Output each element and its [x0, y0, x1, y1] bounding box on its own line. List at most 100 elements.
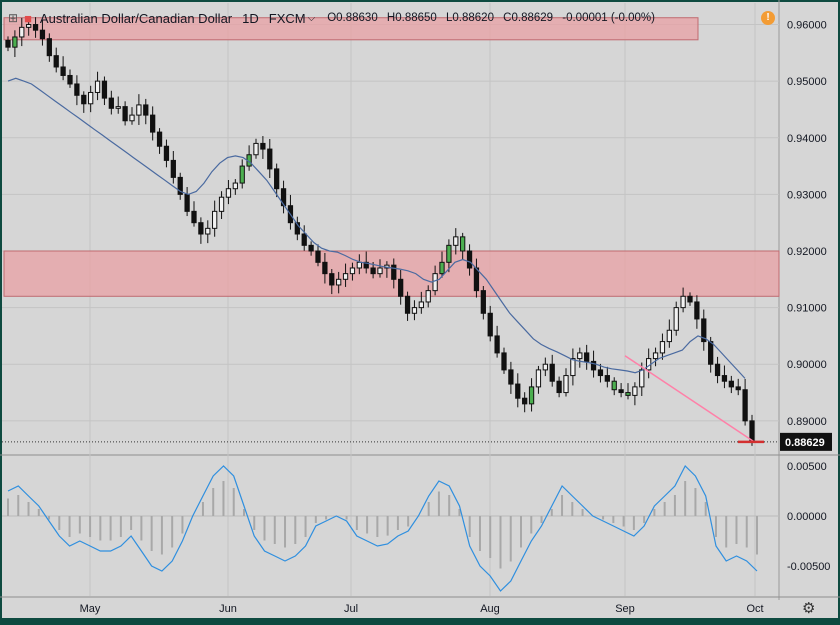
candle-body: [122, 106, 128, 122]
candle-body: [549, 363, 555, 382]
candle-body: [274, 168, 280, 190]
candle-body: [294, 222, 300, 235]
chart-header: ⊞ ■ Australian Dollar/Canadian Dollar 1D…: [0, 8, 661, 28]
price-tick-label: 0.95000: [787, 76, 827, 88]
candle-body: [604, 375, 610, 382]
timeframe-label[interactable]: 1D: [242, 10, 259, 26]
candle-body: [460, 236, 466, 252]
candle-body: [673, 307, 679, 331]
candle-body: [212, 210, 218, 229]
grid-square-icon[interactable]: ⊞: [8, 11, 19, 25]
candle-body: [225, 188, 232, 198]
candle-body: [666, 329, 672, 343]
candle-body: [742, 389, 748, 422]
candle-body: [26, 24, 32, 28]
osc-tick-label: -0.00500: [787, 561, 830, 573]
candle-body: [542, 363, 548, 371]
candle-body: [163, 145, 170, 161]
candle-body: [191, 210, 197, 224]
candle-body: [218, 196, 225, 212]
candle-body: [19, 26, 25, 38]
candle-body: [46, 38, 52, 57]
candle-body: [439, 261, 445, 275]
candle-body: [597, 369, 604, 377]
candle-body: [701, 318, 707, 343]
candle-body: [198, 222, 204, 235]
candle-body: [253, 142, 259, 156]
candle-body: [487, 312, 493, 337]
candle-body: [12, 36, 18, 48]
candle-body: [494, 335, 500, 354]
candle-body: [322, 261, 328, 275]
alert-icon[interactable]: !: [761, 11, 775, 25]
candle-body: [363, 261, 369, 269]
close-value: C0.88629: [503, 12, 554, 24]
symbol-title[interactable]: Australian Dollar/Canadian Dollar: [39, 10, 233, 26]
gear-icon[interactable]: ⚙: [802, 600, 816, 617]
time-tick-label: Aug: [480, 603, 500, 615]
resistance-zone: [3, 17, 699, 41]
change-value: -0.00001 (-0.00%): [562, 12, 655, 24]
candle-body: [356, 261, 362, 269]
high-value: H0.88650: [386, 12, 437, 24]
candle-body: [115, 106, 121, 109]
candle-body: [639, 369, 645, 388]
candle-body: [735, 386, 741, 391]
candle-body: [652, 352, 659, 360]
candle-body: [453, 236, 459, 246]
candle-body: [336, 278, 342, 286]
candle-body: [563, 375, 569, 394]
time-tick-label: Oct: [746, 603, 763, 615]
price-tick-label: 0.91000: [787, 303, 827, 315]
candle-body: [418, 301, 424, 309]
chevron-down-icon[interactable]: ⌵: [307, 12, 316, 24]
candle-body: [473, 267, 480, 292]
candle-body: [88, 91, 94, 105]
candle-body: [342, 273, 349, 280]
candle-body: [446, 244, 452, 263]
data-feed-label[interactable]: FXCM: [268, 10, 306, 26]
osc-tick-label: 0.00000: [787, 511, 827, 523]
ohlc-readout: O0.88630 H0.88650 L0.88620 C0.88629 -0.0…: [327, 12, 661, 24]
candle-body: [74, 83, 80, 96]
candle-body: [425, 290, 431, 303]
candle-body: [590, 360, 597, 371]
candle-body: [687, 295, 693, 303]
candle-body: [129, 114, 135, 122]
candle-body: [60, 66, 66, 76]
candle-body: [101, 80, 108, 99]
candle-body: [659, 341, 666, 354]
candle-body: [205, 227, 211, 235]
candle-body: [577, 352, 583, 360]
candle-body: [260, 142, 266, 150]
candle-body: [721, 375, 728, 382]
candle-body: [522, 397, 528, 405]
candle-body: [94, 80, 101, 93]
low-value: L0.88620: [446, 12, 494, 24]
candle-body: [150, 114, 156, 133]
candle-body: [584, 352, 590, 362]
osc-tick-label: 0.00500: [787, 461, 827, 473]
candle-body: [432, 273, 438, 292]
candle-body: [480, 290, 486, 314]
price-tick-label: 0.92000: [787, 246, 827, 258]
candle-body: [53, 55, 59, 68]
moving-average-line: [7, 77, 746, 379]
status-dot-icon: ■: [24, 10, 32, 26]
candle-body: [632, 386, 638, 396]
price-tick-label: 0.94000: [787, 133, 827, 145]
trendline: [624, 355, 756, 443]
candle-body: [377, 267, 383, 275]
candle-body: [708, 341, 714, 365]
candle-body: [391, 264, 397, 280]
oscillator-line: [7, 465, 758, 592]
price-tick-label: 0.93000: [787, 189, 827, 201]
candle-body: [184, 193, 190, 212]
candle-body: [143, 104, 149, 116]
price-tick-label: 0.90000: [787, 359, 827, 371]
candle-body: [349, 267, 356, 275]
candle-body: [714, 363, 721, 377]
candle-body: [280, 188, 287, 207]
